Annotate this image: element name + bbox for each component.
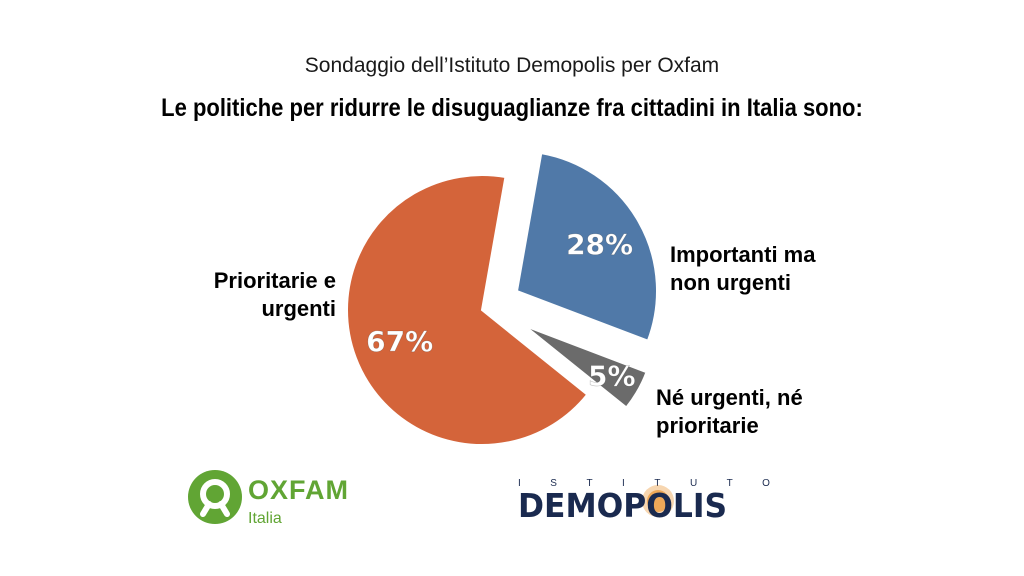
category-label-ne-urgenti: Né urgenti, né prioritarie [656, 384, 856, 440]
oxfam-figure-icon [188, 470, 242, 524]
slice-value-label: 5% [588, 360, 636, 393]
oxfam-wordmark: OXFAM [248, 475, 350, 505]
category-label-line: Prioritarie e [213, 268, 336, 293]
demopolis-tagline: ISTITUTO [518, 478, 800, 489]
demopolis-wordmark: DEMOPOLIS [518, 486, 728, 525]
category-label-prioritarie: Prioritarie e urgenti [190, 267, 336, 323]
oxfam-subtitle: Italia [248, 510, 282, 527]
category-label-line: urgenti [261, 296, 336, 321]
category-label-line: prioritarie [656, 413, 759, 438]
slice-value-label: 28% [566, 228, 633, 261]
pie-slice [524, 325, 648, 409]
chart-title: Le politiche per ridurre le disuguaglian… [161, 94, 863, 122]
category-label-line: Né urgenti, né [656, 385, 803, 410]
category-label-line: Importanti ma [670, 242, 816, 267]
pie-slice [346, 174, 589, 446]
category-label-line: non urgenti [670, 270, 791, 295]
slice-value-label: 67% [366, 325, 433, 358]
pie-slice [515, 151, 658, 343]
demopolis-logo: ISTITUTO DEMOPOLIS [518, 478, 778, 528]
demopolis-sun-icon [642, 485, 674, 517]
oxfam-logo: OXFAM Italia [188, 470, 358, 540]
chart-subtitle: Sondaggio dell’Istituto Demopolis per Ox… [304, 54, 720, 77]
category-label-importanti: Importanti ma non urgenti [670, 241, 860, 297]
